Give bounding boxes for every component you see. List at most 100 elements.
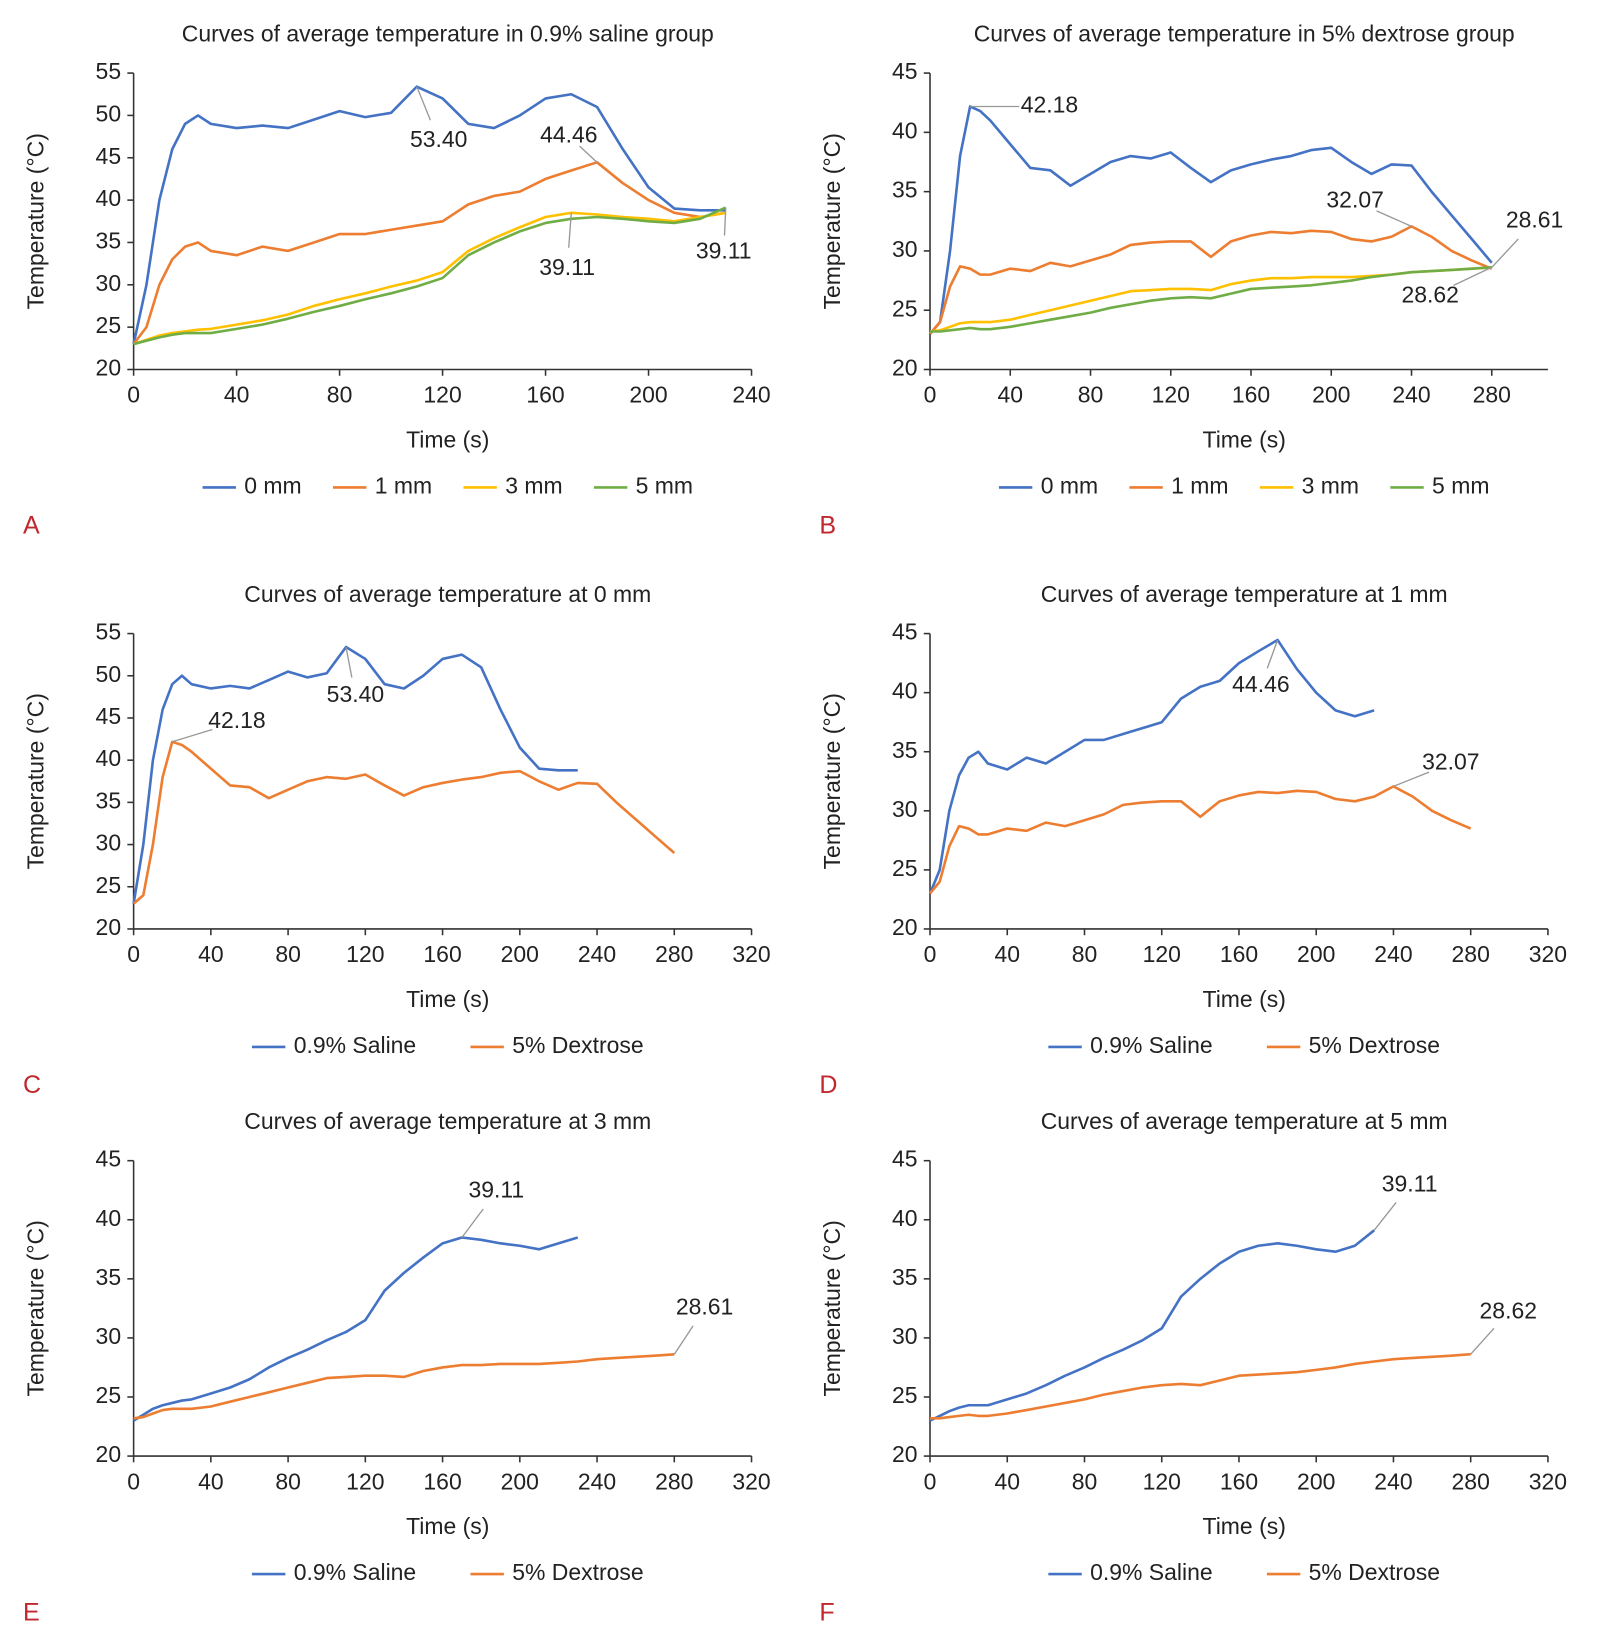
y-tick-label: 35 bbox=[892, 1264, 918, 1290]
series-line bbox=[132, 161, 726, 345]
x-tick-label: 160 bbox=[423, 1468, 461, 1494]
legend-label: 0.9% Saline bbox=[1090, 1559, 1212, 1585]
annotation-label: 53.40 bbox=[410, 126, 467, 152]
panel: Curves of average temperature in 0.9% sa… bbox=[23, 21, 771, 540]
x-tick-label: 120 bbox=[346, 1468, 384, 1494]
annotation-leader bbox=[568, 212, 572, 248]
annotation-label: 53.40 bbox=[327, 681, 384, 707]
legend: 0 mm 1 mm 3 mm 5 mm bbox=[998, 473, 1489, 499]
x-axis-title: Time (s) bbox=[406, 427, 489, 453]
y-tick-label: 40 bbox=[96, 1205, 122, 1231]
panel-letter: A bbox=[23, 512, 40, 540]
y-tick-label: 45 bbox=[96, 143, 122, 169]
y-tick-label: 30 bbox=[96, 1323, 122, 1349]
y-tick-label: 35 bbox=[892, 737, 918, 763]
series-line bbox=[930, 266, 1492, 333]
x-tick-label: 0 bbox=[924, 1468, 937, 1494]
series-line bbox=[133, 211, 726, 346]
legend-label: 5 mm bbox=[636, 473, 693, 499]
annotation-leader bbox=[1266, 639, 1279, 669]
legend-label: 0 mm bbox=[1041, 473, 1098, 499]
series-line bbox=[132, 1236, 579, 1422]
y-tick-label: 45 bbox=[96, 703, 122, 729]
y-tick-label: 30 bbox=[96, 270, 122, 296]
legend-label: 3 mm bbox=[505, 473, 562, 499]
legend-label: 5% Dextrose bbox=[1309, 1032, 1440, 1058]
y-tick-label: 20 bbox=[892, 1441, 918, 1467]
y-tick-label: 25 bbox=[96, 872, 122, 898]
annotation-leader bbox=[345, 646, 353, 678]
y-tick-label: 55 bbox=[96, 619, 122, 645]
x-tick-label: 120 bbox=[1143, 1468, 1181, 1494]
x-tick-label: 240 bbox=[732, 382, 770, 408]
x-tick-label: 80 bbox=[275, 941, 301, 967]
annotation-label: 39.11 bbox=[1382, 1170, 1438, 1196]
x-tick-label: 320 bbox=[732, 1468, 770, 1494]
x-tick-label: 280 bbox=[655, 941, 693, 967]
legend: 0.9% Saline 5% Dextrose bbox=[1048, 1559, 1440, 1585]
x-tick-label: 200 bbox=[629, 382, 667, 408]
series-line bbox=[133, 206, 727, 346]
x-tick-label: 40 bbox=[198, 941, 224, 967]
y-tick-label: 50 bbox=[96, 661, 122, 687]
y-tick-label: 25 bbox=[96, 312, 122, 338]
y-tick-label: 25 bbox=[892, 295, 918, 321]
x-tick-label: 320 bbox=[1529, 941, 1567, 967]
annotation-label: 28.62 bbox=[1401, 282, 1458, 308]
legend-label: 5% Dextrose bbox=[1309, 1559, 1440, 1585]
legend-label: 5% Dextrose bbox=[512, 1559, 643, 1585]
x-tick-label: 40 bbox=[224, 382, 250, 408]
series-line bbox=[929, 105, 1493, 335]
x-axis-title: Time (s) bbox=[1203, 427, 1286, 453]
x-tick-label: 40 bbox=[994, 941, 1020, 967]
chart-title: Curves of average temperature at 5 mm bbox=[1041, 1108, 1448, 1134]
y-tick-label: 25 bbox=[892, 855, 918, 881]
x-tick-label: 120 bbox=[423, 382, 461, 408]
x-tick-label: 200 bbox=[1312, 382, 1350, 408]
x-tick-label: 240 bbox=[1374, 941, 1412, 967]
legend-label: 0.9% Saline bbox=[294, 1032, 417, 1058]
annotation-leader bbox=[1491, 238, 1519, 268]
x-tick-label: 200 bbox=[1297, 941, 1335, 967]
y-tick-label: 25 bbox=[892, 1382, 918, 1408]
x-tick-label: 280 bbox=[655, 1468, 693, 1494]
panel-letter: D bbox=[819, 1071, 837, 1099]
x-tick-label: 120 bbox=[1143, 941, 1181, 967]
legend-label: 0.9% Saline bbox=[294, 1559, 417, 1585]
x-tick-label: 280 bbox=[1452, 1468, 1490, 1494]
series-line bbox=[930, 1352, 1471, 1420]
legend-label: 0.9% Saline bbox=[1090, 1032, 1212, 1058]
x-tick-label: 160 bbox=[1232, 382, 1270, 408]
annotation-label: 28.61 bbox=[1506, 207, 1563, 233]
x-tick-label: 200 bbox=[1297, 1468, 1335, 1494]
y-tick-label: 45 bbox=[892, 58, 918, 84]
x-tick-label: 0 bbox=[127, 382, 140, 408]
y-tick-label: 40 bbox=[892, 678, 918, 704]
series-line bbox=[132, 85, 726, 345]
y-tick-label: 20 bbox=[892, 914, 918, 940]
annotation-label: 39.11 bbox=[696, 238, 752, 264]
x-tick-label: 200 bbox=[501, 941, 539, 967]
annotation-leader bbox=[1376, 210, 1412, 228]
annotation-leader bbox=[1453, 266, 1493, 287]
y-axis-title: Temperature (°C) bbox=[819, 1220, 845, 1396]
panel: Curves of average temperature at 3 mm 20 2… bbox=[23, 1108, 771, 1626]
annotation-leader bbox=[172, 728, 213, 743]
annotation-label: 32.07 bbox=[1422, 748, 1479, 774]
x-tick-label: 120 bbox=[346, 941, 384, 967]
y-tick-label: 20 bbox=[96, 1441, 122, 1467]
annotation-leader bbox=[416, 86, 432, 121]
chart-title: Curves of average temperature in 5% dext… bbox=[974, 21, 1515, 47]
annotation-leader bbox=[723, 207, 727, 236]
annotation-leader bbox=[461, 1208, 484, 1238]
panel: Curves of average temperature in 5% dext… bbox=[819, 21, 1563, 540]
x-tick-label: 0 bbox=[127, 1468, 140, 1494]
legend-label: 5 mm bbox=[1432, 473, 1489, 499]
x-tick-label: 0 bbox=[127, 941, 140, 967]
annotation-label: 44.46 bbox=[540, 121, 597, 147]
x-tick-label: 0 bbox=[924, 382, 937, 408]
legend-label: 1 mm bbox=[1171, 473, 1228, 499]
annotation-leader bbox=[1470, 1327, 1495, 1355]
